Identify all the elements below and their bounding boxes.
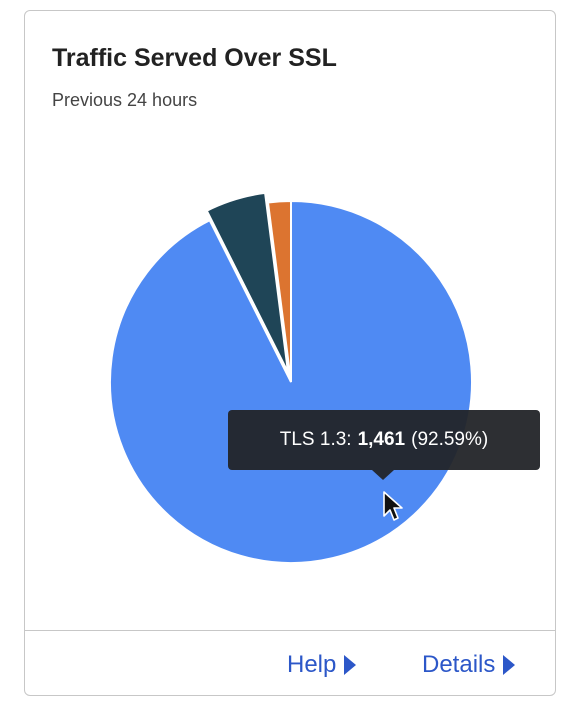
chart-tooltip: TLS 1.3: 1,461 (92.59%) [228,410,540,480]
card-title: Traffic Served Over SSL [52,44,337,72]
details-label: Details [422,651,496,678]
help-link[interactable]: Help [287,651,357,679]
pie-slice[interactable] [205,191,290,373]
caret-right-icon [344,655,357,675]
caret-right-icon [503,655,516,675]
pie-chart [109,191,473,564]
card-footer: Help Details [25,630,555,697]
tooltip-value: 1,461 [357,429,406,450]
tooltip-label: TLS 1.3: [279,429,352,450]
mouse-pointer-icon [383,491,403,521]
details-link[interactable]: Details [422,651,516,679]
card-subtitle: Previous 24 hours [52,90,198,110]
traffic-ssl-card: Traffic Served Over SSL Previous 24 hour… [24,10,556,696]
tooltip-percent: (92.59%) [411,429,489,450]
help-label: Help [287,651,337,678]
tooltip-caret [372,470,394,480]
pie-slice[interactable] [266,199,292,383]
